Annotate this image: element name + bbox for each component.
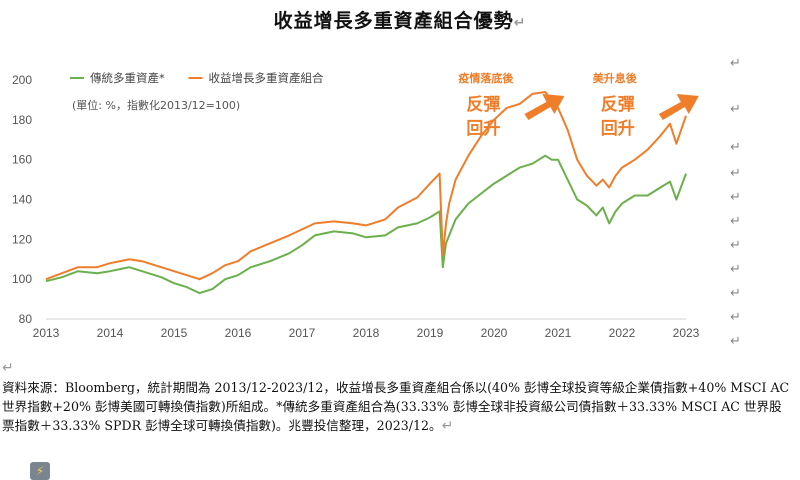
- x-tick-label: 2013: [33, 326, 60, 340]
- source-note: 資料來源：Bloomberg，統計期間為 2013/12-2023/12，收益增…: [2, 378, 792, 436]
- annotation-big-label: 反彈: [466, 95, 500, 115]
- y-tick-label: 180: [12, 113, 32, 127]
- chart-container: 80 100 120 140 160 180 200 2013 2014 2015 2016 2017…: [0, 40, 720, 360]
- paragraph-mark: ↵: [730, 286, 741, 301]
- paragraph-mark: ↵: [730, 262, 741, 277]
- paragraph-mark: ↵: [513, 15, 527, 31]
- paragraph-mark: ↵: [730, 102, 741, 117]
- legend-label: 傳統多重資產*: [90, 71, 165, 85]
- trend-arrow-icon: [524, 94, 565, 120]
- y-tick-label: 200: [12, 73, 32, 87]
- annotation-small-label: 疫情落底後: [458, 71, 514, 85]
- annotation-big-label: 回升: [466, 119, 500, 139]
- y-tick-label: 100: [12, 272, 32, 286]
- lightning-icon[interactable]: ⚡: [30, 462, 50, 480]
- annotation-small-label: 美升息後: [593, 71, 638, 85]
- paragraph-mark: ↵: [730, 56, 741, 71]
- paragraph-mark: ↵: [441, 418, 454, 434]
- series-line: [45, 91, 687, 281]
- y-tick-label: 140: [12, 193, 32, 207]
- annotation-big-label: 反彈: [601, 95, 635, 115]
- paragraph-mark: ↵: [730, 140, 741, 155]
- x-tick-label: 2021: [545, 326, 572, 340]
- trend-arrow-icon: [658, 94, 699, 120]
- paragraph-mark: ↵: [730, 190, 741, 205]
- y-tick-label: 80: [19, 312, 33, 326]
- document-title: 收益增長多重資產組合優勢↵: [0, 6, 800, 33]
- x-tick-label: 2020: [481, 326, 508, 340]
- title-text: 收益增長多重資產組合優勢: [273, 10, 514, 32]
- x-tick-label: 2015: [161, 326, 188, 340]
- x-tick-label: 2016: [225, 326, 252, 340]
- source-text: 資料來源：Bloomberg，統計期間為 2013/12-2023/12，收益增…: [2, 380, 794, 433]
- y-tick-label: 120: [12, 232, 32, 246]
- paragraph-mark: ↵: [730, 334, 741, 349]
- x-tick-label: 2017: [289, 326, 316, 340]
- paragraph-mark: ↵: [730, 238, 741, 253]
- x-tick-label: 2023: [673, 326, 700, 340]
- annotation-big-label: 回升: [601, 119, 635, 139]
- x-tick-label: 2018: [353, 326, 380, 340]
- paragraph-mark: ↵: [2, 360, 14, 376]
- x-tick-label: 2019: [417, 326, 444, 340]
- paragraph-mark: ↵: [730, 310, 741, 325]
- paragraph-mark: ↵: [730, 166, 741, 181]
- x-tick-label: 2014: [97, 326, 124, 340]
- y-tick-label: 160: [12, 153, 32, 167]
- chart-svg: 80 100 120 140 160 180 200 2013 2014 2015 2016 2017…: [12, 71, 700, 340]
- unit-note: (單位: %，指數化2013/12=100): [72, 98, 240, 112]
- legend-label: 收益增長多重資產組合: [209, 71, 324, 85]
- paragraph-mark: ↵: [730, 214, 741, 229]
- x-tick-label: 2022: [609, 326, 636, 340]
